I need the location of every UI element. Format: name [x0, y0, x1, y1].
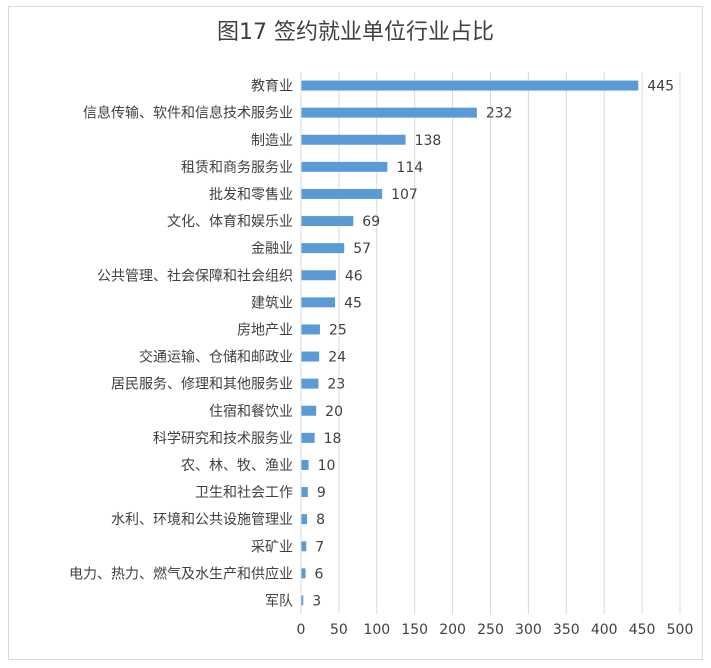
bar — [301, 161, 388, 172]
category-label: 采矿业 — [251, 539, 293, 555]
value-label: 24 — [328, 350, 346, 366]
category-label: 教育业 — [251, 79, 293, 95]
category-label: 金融业 — [251, 241, 293, 257]
value-label: 6 — [315, 566, 324, 582]
category-label: 建筑业 — [251, 295, 293, 311]
bar — [301, 243, 345, 254]
category-label: 文化、体育和娱乐业 — [167, 214, 293, 230]
value-label: 25 — [329, 322, 347, 338]
value-label: 69 — [362, 214, 380, 230]
category-label: 公共管理、社会保障和社会组织 — [97, 268, 293, 284]
bar — [301, 351, 320, 362]
category-label: 房地产业 — [237, 322, 293, 338]
category-label: 军队 — [265, 593, 293, 609]
x-tick-label: 350 — [553, 622, 580, 638]
bar — [301, 459, 309, 470]
category-label: 卫生和社会工作 — [195, 485, 293, 501]
bar — [301, 432, 315, 443]
category-label: 交通运输、仓储和邮政业 — [139, 349, 293, 366]
category-label: 信息传输、软件和信息技术服务业 — [83, 105, 293, 122]
bar — [301, 541, 307, 552]
x-tick-label: 400 — [591, 622, 618, 638]
x-tick-label: 150 — [401, 622, 428, 638]
x-tick-label: 500 — [667, 622, 694, 638]
bar — [301, 324, 320, 335]
bar — [301, 107, 477, 118]
value-label: 23 — [327, 377, 345, 393]
bar — [301, 80, 639, 91]
x-tick-label: 200 — [439, 622, 466, 638]
bar — [301, 378, 319, 389]
value-label: 45 — [344, 295, 362, 311]
x-tick-label: 50 — [330, 622, 348, 638]
value-label: 57 — [353, 241, 371, 257]
value-label: 10 — [318, 458, 336, 474]
bar — [301, 270, 336, 281]
value-label: 8 — [316, 512, 325, 528]
value-label: 20 — [325, 404, 343, 420]
bar — [301, 216, 354, 227]
value-label: 138 — [415, 133, 442, 149]
chart-title: 图17 签约就业单位行业占比 — [217, 20, 494, 45]
x-tick-label: 300 — [515, 622, 542, 638]
category-label: 批发和零售业 — [209, 187, 293, 203]
bar — [301, 514, 308, 525]
bar — [301, 297, 336, 308]
category-label: 科学研究和技术服务业 — [153, 431, 293, 447]
value-label: 107 — [391, 187, 418, 203]
value-label: 232 — [486, 106, 513, 122]
category-label: 租赁和商务服务业 — [181, 160, 293, 176]
x-tick-label: 0 — [297, 622, 306, 638]
x-tick-label: 250 — [477, 622, 504, 638]
value-label: 9 — [317, 485, 326, 501]
x-tick-label: 450 — [629, 622, 656, 638]
category-label: 居民服务、修理和其他服务业 — [111, 377, 293, 393]
value-label: 7 — [315, 539, 324, 555]
category-label: 住宿和餐饮业 — [209, 403, 293, 420]
value-label: 114 — [396, 160, 423, 176]
bar — [301, 487, 308, 498]
category-label: 电力、热力、燃气及水生产和供应业 — [69, 565, 293, 582]
category-label: 制造业 — [251, 133, 293, 149]
value-label: 46 — [345, 268, 363, 284]
category-label: 农、林、牧、渔业 — [181, 458, 293, 474]
value-label: 445 — [647, 79, 674, 95]
x-tick-label: 100 — [363, 622, 390, 638]
value-label: 3 — [312, 593, 321, 609]
bar — [301, 405, 317, 416]
bar — [301, 188, 383, 199]
category-label: 水利、环境和公共设施管理业 — [111, 512, 293, 528]
value-label: 18 — [324, 431, 342, 447]
bar — [301, 134, 406, 145]
bar — [301, 568, 306, 579]
bar — [301, 595, 304, 606]
